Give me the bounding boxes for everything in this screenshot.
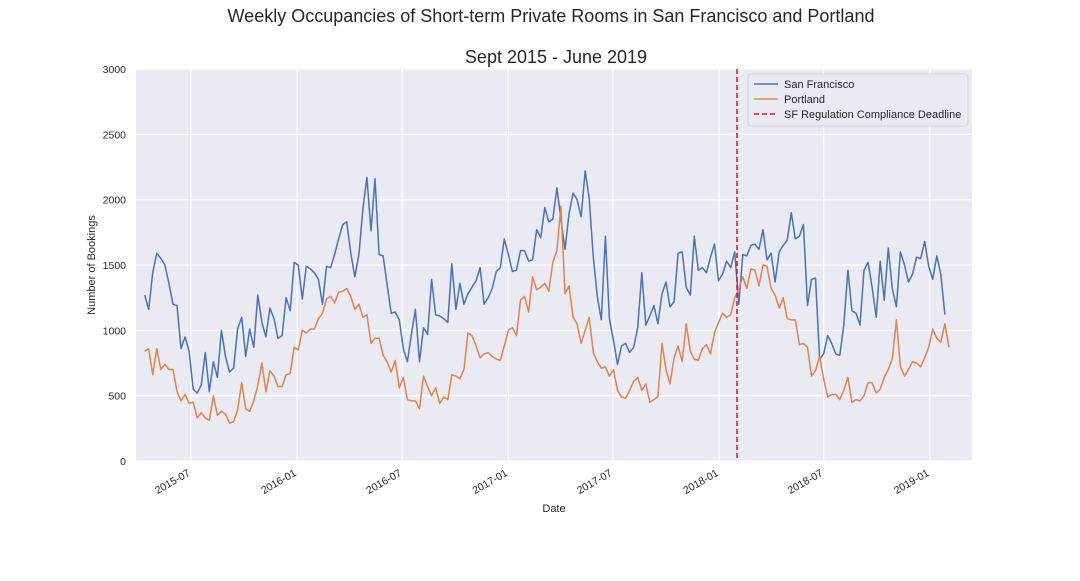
x-tick-label: 2017-01 [471, 467, 511, 497]
x-tick-label: 2019-01 [892, 467, 932, 497]
y-tick-label: 3000 [103, 64, 127, 76]
y-tick-label: 1000 [103, 325, 127, 337]
y-axis-label: Number of Bookings [86, 215, 98, 315]
legend-box [747, 73, 969, 127]
legend: San Francisco Portland SF Regulation Com… [747, 73, 969, 127]
y-tick-label: 2500 [103, 129, 127, 141]
y-tick-label: 1500 [103, 260, 127, 272]
legend-label-deadline: SF Regulation Compliance Deadline [784, 109, 961, 121]
x-tick-label: 2017-07 [575, 467, 615, 497]
x-tick-label: 2016-01 [259, 467, 299, 497]
y-tick-labels: 0 500 1000 1500 2000 2500 3000 [103, 64, 127, 468]
series-lines [143, 170, 950, 424]
series-line-portland [144, 205, 950, 424]
x-tick-label: 2018-01 [681, 467, 721, 497]
y-gridlines [136, 68, 972, 462]
legend-label-portland: Portland [784, 94, 825, 106]
chart-subtitle: Sept 2015 - June 2019 [465, 47, 647, 67]
y-tick-label: 500 [108, 391, 126, 403]
x-tick-label: 2018-07 [786, 467, 826, 497]
y-tick-label: 2000 [103, 195, 127, 207]
chart-title: Weekly Occupancies of Short-term Private… [228, 6, 875, 26]
series-line-san-francisco [143, 170, 946, 394]
x-axis-label: Date [542, 503, 565, 515]
x-tick-label: 2016-07 [364, 467, 404, 497]
x-tick-labels: 2015-07 2016-01 2016-07 2017-01 2017-07 2018-… [153, 467, 932, 497]
legend-label-san-francisco: San Francisco [784, 79, 854, 91]
x-tick-label: 2015-07 [153, 467, 193, 497]
x-gridlines [190, 69, 931, 461]
y-tick-label: 0 [120, 456, 126, 468]
